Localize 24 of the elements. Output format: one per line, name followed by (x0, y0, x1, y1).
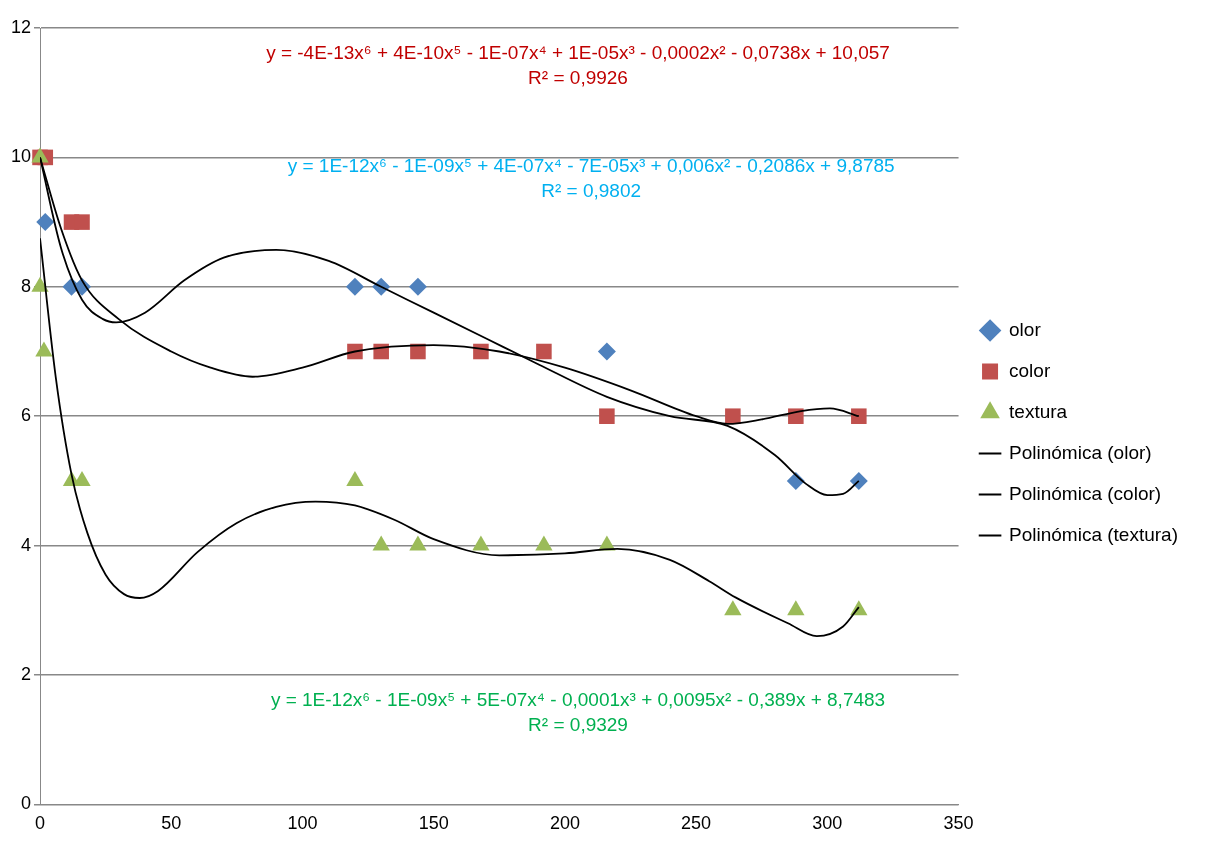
y-tick-label: 6 (21, 405, 32, 426)
x-tick-label: 100 (287, 813, 318, 834)
annotation: y = -4E-13x⁶ + 4E-10x⁵ - 1E-07x⁴ + 1E-05x³ - 0,0002x² - 0,0738x + 10,057 R² = 0,9926 (266, 41, 890, 88)
x-tick-label: 150 (418, 813, 449, 834)
x-tick-label: 250 (681, 813, 712, 834)
x-tick-label: 50 (161, 813, 182, 834)
y-tick-label: 12 (10, 16, 32, 37)
y-tick-label: 8 (21, 275, 32, 296)
legend-label: textura (1009, 400, 1068, 422)
legend-label: Polinómica (color) (1009, 482, 1162, 504)
x-tick-label: 200 (549, 813, 580, 834)
annotation: y = 1E-12x⁶ - 1E-09x⁵ + 5E-07x⁴ - 0,0001x³ + 0,0095x² - 0,389x + 8,7483 R² = 0,9329 (270, 688, 886, 735)
y-tick-label: 4 (21, 534, 32, 555)
y-tick-label: 10 (10, 146, 32, 167)
annotation: y = 1E-12x⁶ - 1E-09x⁵ + 4E-07x⁴ - 7E-05x³ + 0,006x² - 0,2086x + 9,8785 R² = 0,9802 (287, 155, 895, 202)
x-tick-label: 0 (35, 813, 46, 834)
x-tick-label: 300 (812, 813, 843, 834)
x-tick-label: 350 (943, 813, 974, 834)
legend-label: Polinómica (olor) (1009, 441, 1152, 463)
legend-label: Polinómica (textura) (1009, 523, 1178, 545)
y-tick-label: 2 (21, 663, 32, 684)
legend-label: color (1009, 359, 1051, 381)
y-tick-label: 0 (21, 793, 32, 814)
legend-label: olor (1009, 318, 1042, 340)
